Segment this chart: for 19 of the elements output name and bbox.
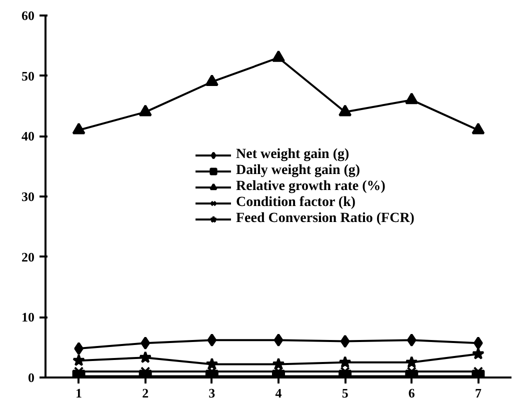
x-tick-label: 7 [474,386,482,400]
x-tick-label: 5 [342,386,349,400]
legend-label: Feed Conversion Ratio (FCR) [236,211,414,227]
legend-label: Relative growth rate (%) [236,179,386,195]
y-tick-label: 30 [22,189,34,204]
y-tick-label: 10 [22,310,34,325]
y-tick-label: 60 [22,8,34,23]
legend-label: Condition factor (k) [236,195,356,211]
x-tick-label: 6 [408,386,416,400]
x-tick-label: 2 [142,386,149,400]
y-tick-label: 50 [22,68,34,84]
x-tick-label: 3 [208,386,216,400]
x-tick-label: 1 [76,386,82,400]
y-tick-label: 0 [28,370,34,385]
y-tick-label: 40 [22,128,34,144]
y-tick-label: 20 [22,249,34,264]
legend-label: Net weight gain (g) [236,147,350,163]
x-tick-label: 4 [275,386,282,400]
legend-label: Daily weight gain (g) [236,163,360,179]
